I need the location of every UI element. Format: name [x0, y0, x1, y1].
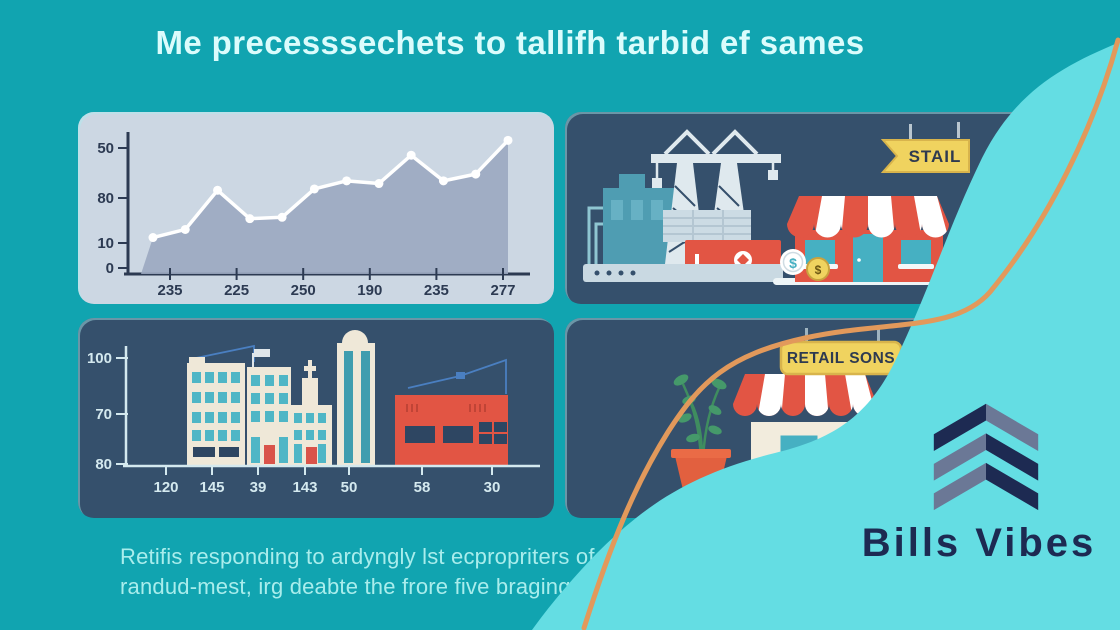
svg-text:277: 277: [490, 282, 515, 299]
caption-line-1: Retifis responding to ardyngly lst ecpro…: [120, 544, 608, 569]
industry-store-panel: $ $ STAIL: [565, 112, 1043, 304]
svg-text:80: 80: [95, 456, 112, 473]
svg-text:143: 143: [292, 479, 317, 496]
caption: Retifis responding to ardyngly lst ecpro…: [120, 542, 607, 602]
svg-text:235: 235: [157, 282, 182, 299]
dock-platform: [583, 264, 783, 282]
building-chart-panel: 100 70 80 120 145 39 143 50 58 30: [78, 318, 554, 518]
factory-icon: [587, 174, 675, 274]
awning-stripes: [733, 374, 877, 416]
line-chart-series: 50 80 10 0 235 225 250 190 235 277: [97, 135, 516, 299]
bar-chart-labels: 100 70 80 120 145 39 143 50 58 30: [87, 350, 500, 496]
svg-text:58: 58: [414, 479, 431, 496]
svg-text:235: 235: [424, 282, 449, 299]
svg-text:190: 190: [357, 282, 382, 299]
svg-text:100: 100: [87, 350, 112, 367]
svg-text:80: 80: [97, 190, 114, 207]
building-icon: [187, 330, 508, 466]
svg-text:70: 70: [95, 406, 112, 423]
sign-label: RETAIL SONS: [787, 350, 895, 367]
svg-text:120: 120: [153, 479, 178, 496]
svg-text:$: $: [789, 255, 797, 271]
line-chart-panel: 50 80 10 0 235 225 250 190 235 277: [78, 112, 554, 304]
svg-text:$: $: [815, 263, 822, 277]
svg-text:0: 0: [106, 260, 114, 277]
plant-icon: [671, 374, 731, 490]
svg-text:39: 39: [250, 479, 267, 496]
svg-text:30: 30: [484, 479, 501, 496]
svg-text:250: 250: [291, 282, 316, 299]
svg-text:225: 225: [224, 282, 249, 299]
chart-axes: [123, 346, 540, 468]
caption-line-2: randud-mest, irg deabte the frore five b…: [120, 574, 596, 599]
building-bar-chart: 100 70 80 120 145 39 143 50 58 30: [87, 330, 540, 496]
page-title: Me precesssechets to tallifh tarbid ef s…: [155, 24, 865, 61]
svg-text:50: 50: [341, 479, 358, 496]
svg-text:10: 10: [97, 235, 114, 252]
svg-text:50: 50: [97, 140, 114, 157]
brand-name: Bills Vibes: [861, 521, 1097, 565]
line-chart: 50 80 10 0 235 225 250 190 235 277: [97, 132, 530, 299]
storefront-icon: [733, 374, 877, 492]
storefront-icon: [773, 196, 975, 285]
brand-logo-icon: [933, 403, 1039, 511]
sign-label: STAIL: [909, 147, 962, 166]
store-sign: RETAIL SONS: [779, 326, 903, 376]
svg-text:145: 145: [199, 479, 224, 496]
store-sign: STAIL: [880, 122, 970, 173]
